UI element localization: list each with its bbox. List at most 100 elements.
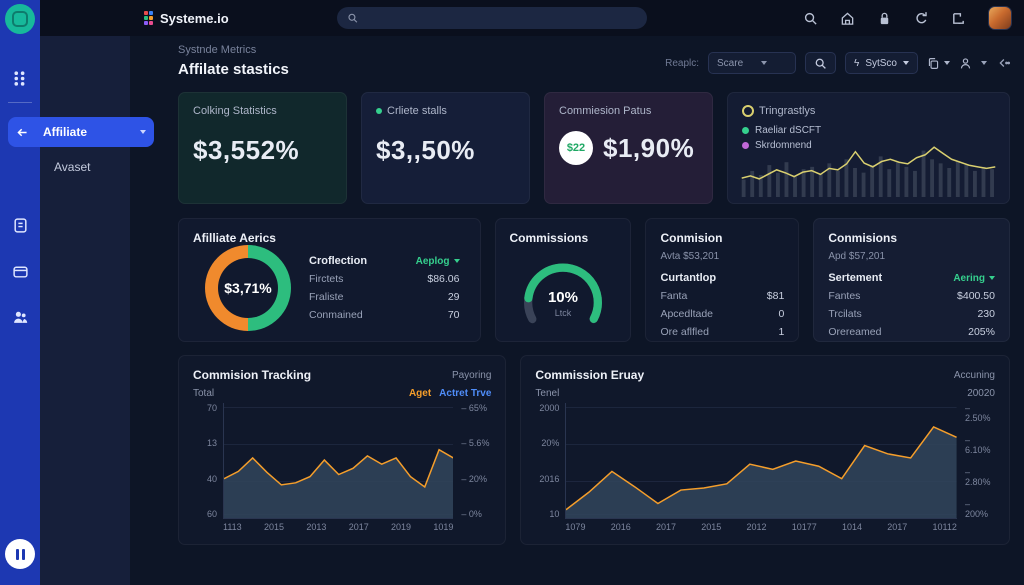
page-header-text: Systnde Metrics Affilate stastics: [178, 44, 289, 78]
global-search[interactable]: [336, 7, 647, 29]
section-header: Sertement: [828, 272, 883, 284]
users-glyph: [13, 311, 27, 323]
gauge-svg: [524, 263, 602, 324]
area-chart: 70 13 40 60 – 65% – 5.6% – 20% – 0%: [193, 403, 491, 519]
row-value: 1: [778, 326, 785, 338]
legend-left-label: Tenel: [535, 388, 560, 399]
x-axis: 1113 2015 2013 2017 2019 1019: [223, 522, 454, 532]
legend-label: Raeliar dSCFT: [755, 125, 822, 136]
copy-menu[interactable]: [927, 57, 950, 70]
arrow-left-icon: [17, 128, 27, 136]
user-avatar[interactable]: [988, 6, 1012, 30]
chart-title: Commission Eruay: [535, 368, 645, 382]
chevron-down-icon: [453, 259, 460, 263]
topbar: Systeme.io: [40, 0, 1024, 36]
card-glyph: [12, 266, 28, 278]
stat-card-crliete[interactable]: Crliete stalls $3,,50%: [361, 92, 530, 204]
row-label: Firctets: [309, 273, 344, 285]
row-value: 230: [977, 308, 995, 320]
user-menu[interactable]: [959, 57, 972, 70]
commission-summary-panel[interactable]: Conmision Avta $53,201 Curtantlop Fanta …: [645, 218, 800, 342]
row-value: 70: [447, 309, 460, 321]
search-icon[interactable]: [803, 11, 818, 26]
legend-item: Raeliar dSCFT: [742, 125, 995, 136]
table-row: Orereamed 205%: [828, 326, 995, 338]
stat-card-tringrastlys[interactable]: Tringrastlys Raeliar dSCFT Skrdomnend: [727, 92, 1010, 204]
stat-card-commission-status[interactable]: Commiesion Patus $22 $1,90%: [544, 92, 713, 204]
x-axis: 1079 2016 2017 2015 2012 10177 1014 2017 10112: [565, 522, 957, 532]
commissions-gauge-panel[interactable]: Commissions 10% Ltck: [494, 218, 632, 342]
commission-tracking-chart-card[interactable]: Commision Tracking Payoring Total Aget A…: [178, 355, 507, 545]
app-logo[interactable]: [5, 4, 35, 34]
period-dropdown[interactable]: Aering: [953, 272, 995, 284]
content: Systnde Metrics Affilate stastics Reaplc…: [130, 36, 1024, 585]
collapse-icon[interactable]: [996, 56, 1010, 70]
brand-name: Systeme.io: [160, 10, 229, 26]
pause-button[interactable]: [5, 539, 35, 569]
stat-card-value-row: $22 $1,90%: [559, 131, 698, 165]
gauge-caption: Ltck: [554, 308, 572, 318]
row-value: 29: [447, 291, 460, 303]
table-row: Conmained 70: [309, 309, 460, 321]
gauge-chart: 10% Ltck: [517, 253, 609, 331]
section-header-row: Sertement Aering: [828, 272, 995, 284]
sparkline-svg: [741, 146, 996, 197]
pause-icon: [15, 548, 25, 560]
panel-title: Conmisions: [828, 231, 897, 245]
period-dropdown-value: Aeplog: [415, 255, 450, 267]
section-header: Curtantlop: [660, 272, 717, 284]
bolt-icon: ϟ: [854, 57, 860, 69]
apps-grid-icon[interactable]: [10, 68, 30, 88]
search-button[interactable]: [805, 52, 837, 74]
copy-icon: [928, 57, 939, 69]
chevron-down-icon: [761, 61, 768, 65]
logout-icon[interactable]: [951, 11, 966, 26]
chart-plot: [565, 403, 957, 519]
stat-card-colking[interactable]: Colking Statistics $3,552%: [178, 92, 347, 204]
chevron-down-icon[interactable]: [981, 61, 987, 65]
y-axis-left: 2000 20% 2016 10: [539, 403, 560, 519]
stat-cards-row: Colking Statistics $3,552% Crliete stall…: [178, 92, 1010, 204]
row-label: Apcedltade: [660, 308, 714, 320]
sidebar-item-affiliate[interactable]: Affiliate: [8, 117, 154, 147]
breadcrumb: Systnde Metrics: [178, 44, 257, 56]
chevron-down-icon: [140, 130, 146, 134]
card-icon[interactable]: [10, 261, 30, 281]
chart-corner-label: Payoring: [451, 369, 492, 381]
y-axis-right: – 65% – 5.6% – 20% – 0%: [461, 403, 490, 519]
chart-corner-label: Accuning: [953, 369, 995, 381]
status-dot-icon: [376, 108, 382, 114]
middle-panels-row: Afilliate Aerics $3,71% Croflection Aepl…: [178, 218, 1010, 342]
table-row: Trcilats 230: [828, 308, 995, 320]
nav-rail: [0, 0, 40, 585]
global-search-input[interactable]: [363, 12, 637, 24]
stat-card-title-row: Tringrastlys: [742, 105, 995, 117]
workspace-select[interactable]: ϟ SytSco: [845, 52, 918, 74]
legend-series-actret: Actret Trve: [439, 388, 492, 399]
scope-select[interactable]: Scare: [708, 52, 797, 74]
commission-eruay-chart-card[interactable]: Commission Eruay Accuning Tenel 20020 20…: [520, 355, 1010, 545]
sidebar-item-avaset[interactable]: Avaset: [54, 160, 91, 174]
home-icon[interactable]: [840, 11, 855, 26]
donut-hole: $3,71%: [218, 258, 278, 318]
table-header: Croflection: [309, 255, 368, 267]
panel-title: Commissions: [509, 231, 589, 245]
period-dropdown[interactable]: Aeplog: [416, 256, 460, 267]
legend-dot-icon: [742, 127, 749, 134]
document-icon[interactable]: [10, 215, 30, 235]
row-label: Orereamed: [828, 326, 882, 338]
table-row: Fanta $81: [660, 290, 784, 302]
users-icon[interactable]: [10, 307, 30, 327]
commissions-settlement-panel[interactable]: Conmisions Apd $57,201 Sertement Aering …: [813, 218, 1010, 342]
brand[interactable]: Systeme.io: [144, 11, 229, 26]
sidebar: Affiliate Avaset: [8, 36, 154, 585]
refresh-icon[interactable]: [914, 11, 929, 26]
panel-subtitle: Avta $53,201: [660, 251, 720, 262]
chevron-down-icon: [944, 61, 950, 65]
affiliate-metrics-panel[interactable]: Afilliate Aerics $3,71% Croflection Aepl…: [178, 218, 481, 342]
topbar-icons: [803, 6, 1012, 30]
chevron-down-icon: [903, 61, 909, 65]
brand-logo-icon: [144, 11, 153, 25]
lock-icon[interactable]: [877, 11, 892, 26]
header-toolbar: Reaplc: Scare ϟ SytSco: [665, 52, 1010, 74]
